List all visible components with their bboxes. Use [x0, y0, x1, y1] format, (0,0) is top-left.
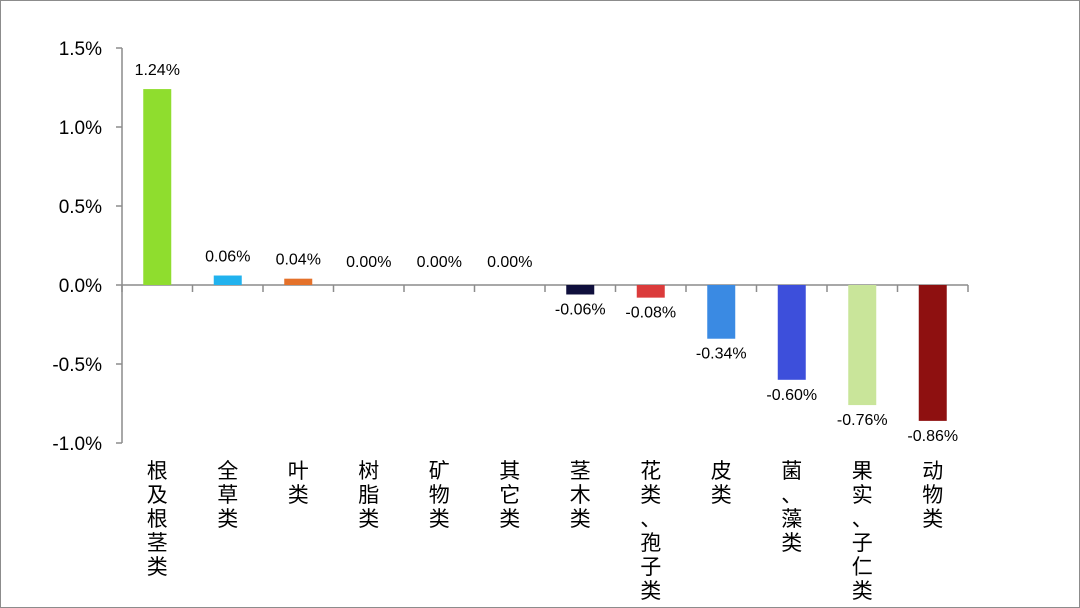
category-label: 叶类	[288, 459, 309, 507]
category-label: 皮类	[711, 459, 732, 507]
category-label: 花类、孢子类	[640, 459, 661, 603]
category-label: 根及根茎类	[147, 459, 168, 579]
category-label: 果实、子仁类	[852, 459, 873, 603]
data-label: 0.06%	[205, 249, 250, 266]
data-label: -0.86%	[907, 428, 958, 445]
bar	[848, 285, 877, 406]
bar	[213, 275, 242, 285]
data-label: -0.60%	[766, 387, 817, 404]
y-tick-label: -0.5%	[52, 355, 102, 376]
bar	[918, 285, 947, 421]
data-label: 0.00%	[487, 254, 532, 271]
category-label: 菌、藻类	[781, 459, 802, 555]
y-tick-label: 0.5%	[59, 197, 102, 218]
category-label: 矿物类	[429, 459, 450, 531]
data-label: -0.76%	[837, 412, 888, 429]
bar	[566, 285, 595, 295]
data-label: -0.34%	[696, 346, 747, 363]
data-label: -0.06%	[555, 301, 606, 318]
data-label: 0.04%	[276, 252, 321, 269]
data-label: 0.00%	[417, 254, 462, 271]
y-tick-label: -1.0%	[52, 434, 102, 455]
bar	[636, 285, 665, 298]
category-label: 动物类	[922, 459, 943, 531]
category-label: 树脂类	[358, 459, 379, 531]
bar	[143, 89, 172, 285]
bar	[284, 278, 313, 285]
data-label: 0.00%	[346, 254, 391, 271]
bar	[777, 285, 806, 380]
bar	[707, 285, 736, 339]
data-label: 1.24%	[135, 62, 180, 79]
category-label: 其它类	[499, 459, 520, 531]
y-tick-label: 1.0%	[59, 118, 102, 139]
category-label: 茎木类	[570, 459, 591, 531]
y-tick-label: 0.0%	[59, 276, 102, 297]
category-label: 全草类	[217, 459, 238, 531]
y-tick-label: 1.5%	[59, 39, 102, 60]
data-label: -0.08%	[625, 305, 676, 322]
